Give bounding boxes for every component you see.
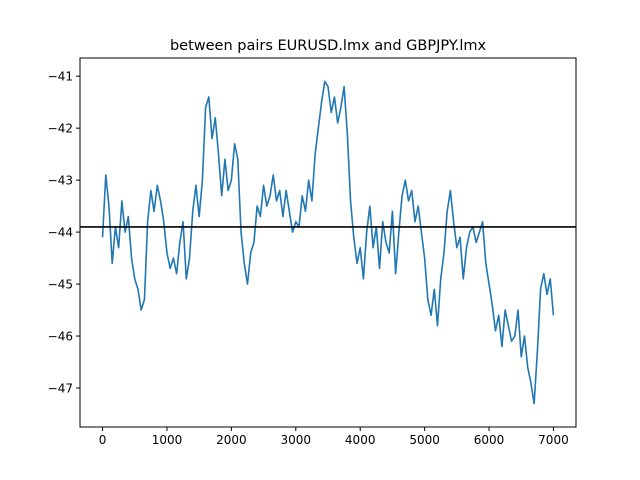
x-tick-label: 2000 [216, 433, 247, 447]
x-tick-label: 1000 [152, 433, 183, 447]
x-tick-label: 3000 [281, 433, 312, 447]
y-tick-label: −47 [48, 382, 73, 396]
y-tick-label: −41 [48, 70, 73, 84]
x-axis: 0 1000 2000 3000 4000 5000 6000 7000 [99, 427, 569, 447]
plot-area [80, 80, 576, 405]
axes-frame [79, 57, 577, 428]
y-tick-label: −45 [48, 278, 73, 292]
y-tick-label: −44 [48, 226, 73, 240]
y-tick-label: −46 [48, 330, 73, 344]
chart-title: between pairs EURUSD.lmx and GBPJPY.lmx [170, 38, 487, 54]
x-tick-label: 4000 [345, 433, 376, 447]
x-tick-label: 0 [99, 433, 107, 447]
y-axis: −41 −42 −43 −44 −45 −46 −47 [48, 70, 80, 396]
y-tick-label: −43 [48, 174, 73, 188]
x-tick-label: 5000 [409, 433, 440, 447]
series-line-0 [101, 80, 555, 405]
x-tick-label: 7000 [538, 433, 569, 447]
y-tick-label: −42 [48, 122, 73, 136]
x-tick-label: 6000 [474, 433, 505, 447]
